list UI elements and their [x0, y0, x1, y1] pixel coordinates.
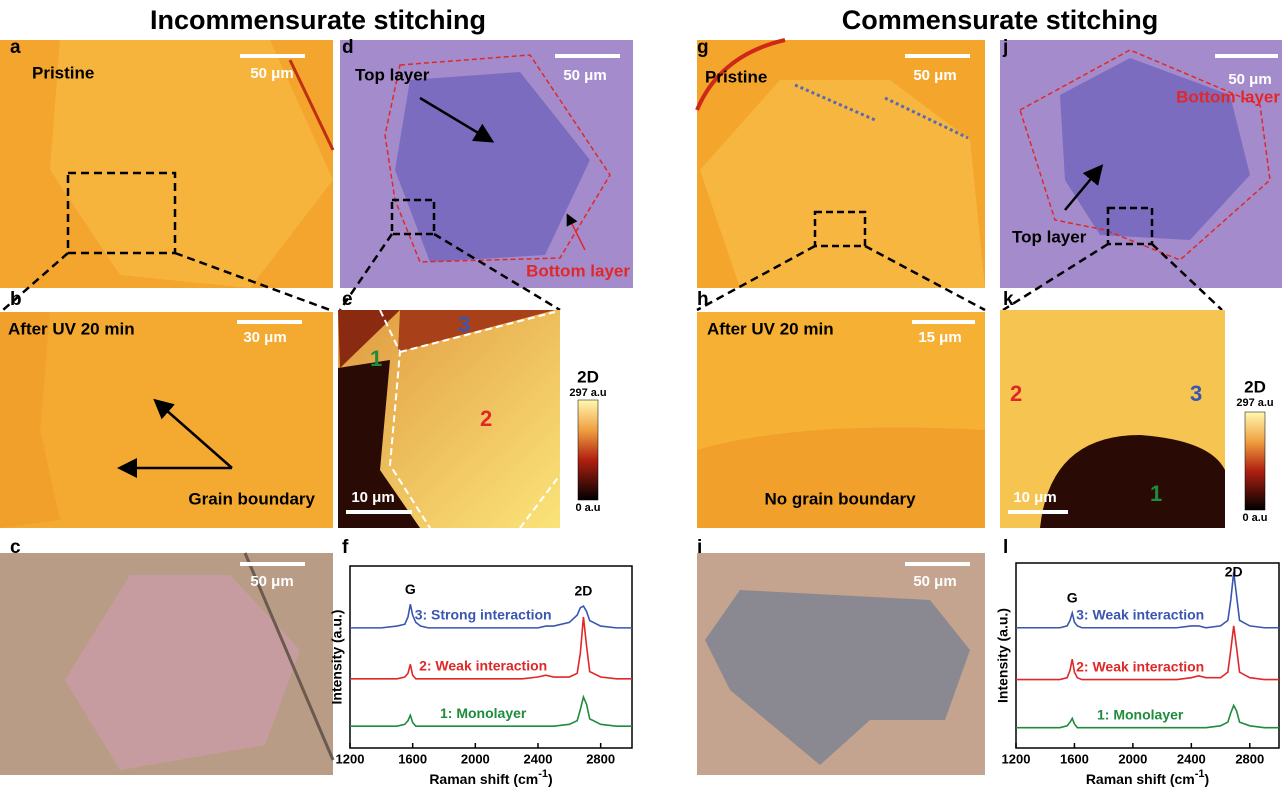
- x-tick-label: 1600: [398, 751, 427, 766]
- x-tick-label: 2000: [461, 751, 490, 766]
- peak-label: 2D: [1225, 564, 1243, 580]
- panel-label: Grain boundary: [188, 489, 315, 508]
- series-label: 3: Strong interaction: [415, 607, 552, 623]
- panel-letter: g: [697, 37, 709, 58]
- region-label: 2: [1010, 381, 1022, 406]
- x-axis-label-end: ): [1205, 771, 1210, 787]
- series-label: 1: Monolayer: [1097, 706, 1184, 722]
- y-axis-label: Intensity (a.u.): [995, 608, 1011, 703]
- x-tick-label: 2800: [586, 751, 615, 766]
- panel-label: After UV 20 min: [8, 319, 135, 338]
- x-axis-label: Raman shift (cm-1): [1086, 768, 1209, 787]
- panel-label: Pristine: [705, 67, 767, 86]
- region-label: 3: [1190, 381, 1202, 406]
- panel-label: No grain boundary: [764, 489, 916, 508]
- peak-label: 2D: [574, 583, 592, 599]
- panel-label: Pristine: [32, 63, 94, 82]
- region-label: 1: [370, 346, 382, 371]
- region-label: 2: [480, 406, 492, 431]
- series-label: 2: Weak interaction: [419, 658, 547, 674]
- scale-label: 50 μm: [1228, 71, 1271, 88]
- panel-letter: j: [1002, 37, 1008, 58]
- colorbar-max: 297 a.u: [1236, 397, 1273, 409]
- colorbar: [578, 400, 598, 500]
- scale-label: 10 μm: [351, 489, 394, 506]
- x-axis-label-end: ): [548, 771, 553, 787]
- panel-letter: b: [10, 289, 22, 310]
- series-label: 2: Weak interaction: [1076, 658, 1204, 674]
- scale-label: 50 μm: [250, 573, 293, 590]
- colorbar: [1245, 412, 1265, 510]
- x-tick-label: 2400: [1177, 751, 1206, 766]
- series-label: 1: Monolayer: [440, 705, 527, 721]
- panel-label: Bottom layer: [1176, 87, 1280, 106]
- colorbar-max: 297 a.u: [569, 387, 606, 399]
- panel-letter: a: [10, 37, 21, 58]
- figure: Incommensurate stitching Commensurate st…: [0, 0, 1282, 790]
- region-label: 1: [1150, 481, 1162, 506]
- scale-label: 50 μm: [250, 65, 293, 82]
- heading: Incommensurate stitching: [150, 5, 486, 35]
- flake: [697, 428, 985, 529]
- x-tick-label: 1200: [1002, 751, 1031, 766]
- panel-label: Bottom layer: [526, 261, 630, 280]
- region-label: 3: [458, 312, 470, 337]
- scale-label: 30 μm: [243, 329, 286, 346]
- x-tick-label: 2800: [1235, 751, 1264, 766]
- panel-letter: l: [1003, 537, 1008, 558]
- x-axis-label: Raman shift (cm-1): [429, 768, 552, 787]
- panel-letter: c: [10, 537, 21, 558]
- x-tick-label: 1600: [1060, 751, 1089, 766]
- series-label: 3: Weak interaction: [1076, 606, 1204, 622]
- x-axis-label-sup: -1: [538, 768, 548, 780]
- panel-letter: k: [1003, 289, 1014, 310]
- panel-letter: i: [697, 537, 702, 558]
- panel-letter: d: [342, 37, 354, 58]
- panel-label: After UV 20 min: [707, 319, 834, 338]
- panel-letter: h: [697, 289, 709, 310]
- peak-label: G: [405, 581, 416, 597]
- scale-label: 50 μm: [563, 67, 606, 84]
- scale-label: 15 μm: [918, 329, 961, 346]
- heading: Commensurate stitching: [842, 5, 1159, 35]
- colorbar-title: 2D: [1244, 377, 1266, 396]
- colorbar-min: 0 a.u: [575, 502, 600, 514]
- colorbar-title: 2D: [577, 367, 599, 386]
- scale-label: 50 μm: [913, 573, 956, 590]
- panel-label: Top layer: [355, 65, 430, 84]
- panel-letter: e: [342, 289, 353, 310]
- x-tick-label: 2000: [1118, 751, 1147, 766]
- peak-label: G: [1067, 590, 1078, 606]
- scale-label: 50 μm: [913, 67, 956, 84]
- x-tick-label: 2400: [524, 751, 553, 766]
- x-axis-label-text: Raman shift (cm: [1086, 771, 1195, 787]
- x-axis-label-text: Raman shift (cm: [429, 771, 538, 787]
- panel-label: Top layer: [1012, 227, 1087, 246]
- x-tick-label: 1200: [336, 751, 365, 766]
- x-axis-label-sup: -1: [1195, 768, 1205, 780]
- colorbar-min: 0 a.u: [1242, 512, 1267, 524]
- y-axis-label: Intensity (a.u.): [329, 610, 345, 705]
- panel-letter: f: [342, 537, 349, 558]
- scale-label: 10 μm: [1013, 489, 1056, 506]
